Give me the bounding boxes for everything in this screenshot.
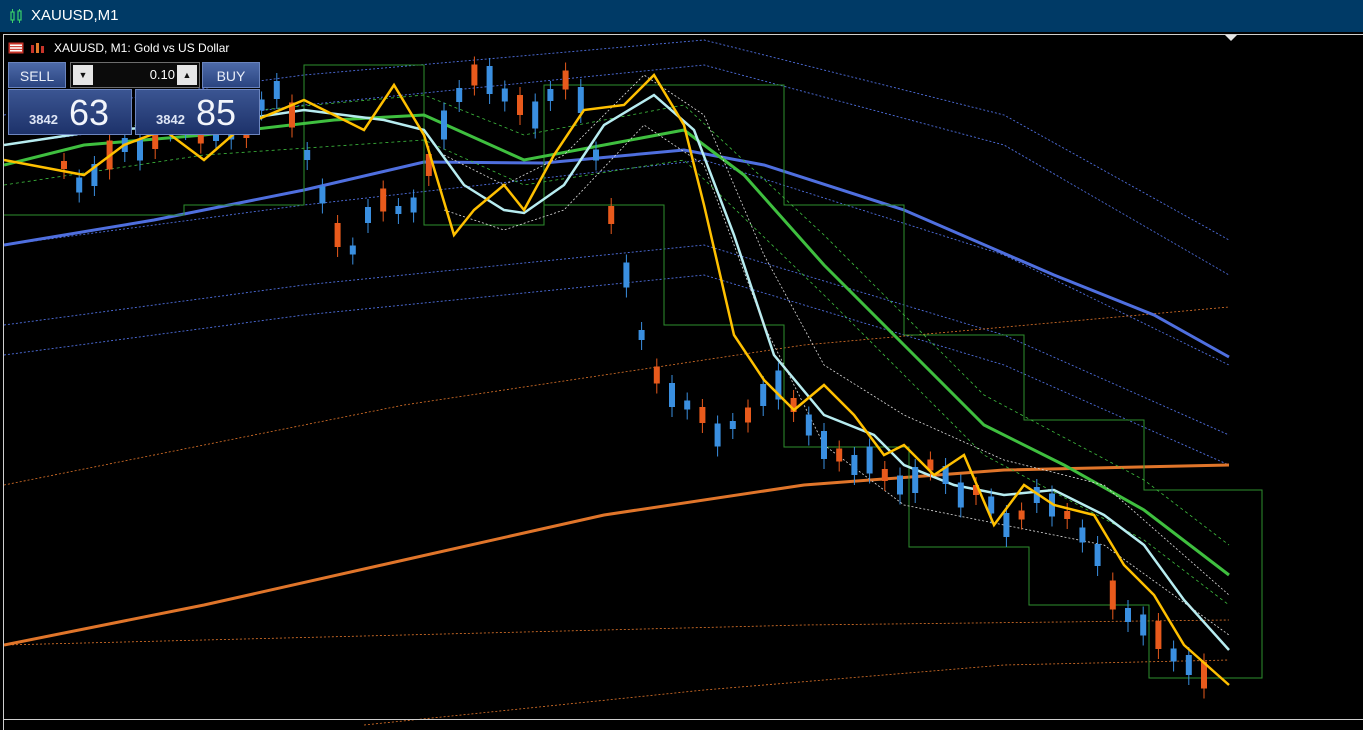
long-envelope-lower: [4, 619, 1230, 646]
chart-shift-marker[interactable]: [1225, 35, 1237, 41]
indicators-icon[interactable]: [30, 42, 46, 54]
long-envelope-upper: [4, 306, 1230, 486]
chart-symbol-label: XAUUSD, M1: Gold vs US Dollar: [54, 41, 230, 55]
sell-button[interactable]: SELL: [8, 62, 66, 88]
sell-price-prefix: 3842: [29, 112, 58, 127]
trend-envelope-line: [4, 244, 1230, 436]
long-envelope-lower2: [363, 659, 1230, 726]
fast-moving-average: [4, 72, 1230, 686]
sell-price-main: 63: [69, 92, 110, 133]
slow-envelope-upper: [4, 94, 1230, 546]
lot-decrease-button[interactable]: ▼: [73, 65, 93, 85]
one-click-trading-panel: SELL ▼ 0.10 ▲ BUY 3842 63 3842 85: [8, 62, 260, 136]
buy-button[interactable]: BUY: [202, 62, 260, 88]
window-titlebar: XAUUSD,M1: [0, 0, 1363, 32]
lot-increase-button[interactable]: ▲: [177, 65, 197, 85]
trend-moving-average: [4, 148, 1230, 359]
long-moving-average: [4, 463, 1230, 647]
price-chart[interactable]: XAUUSD, M1: Gold vs US Dollar SELL ▼ 0.1…: [3, 34, 1363, 730]
buy-price-main: 85: [196, 92, 237, 133]
lot-size-field[interactable]: ▼ 0.10 ▲: [70, 62, 200, 88]
chart-bottom-border: [4, 719, 1363, 720]
slow-moving-average: [4, 113, 1230, 577]
price-channel: [4, 64, 1263, 679]
chart-properties-icon[interactable]: [8, 42, 24, 54]
buy-price-prefix: 3842: [156, 112, 185, 127]
sell-price-button[interactable]: 3842 63: [8, 89, 132, 135]
candlestick-chart-icon: [10, 9, 22, 23]
trend-envelope-line: [4, 39, 1230, 241]
window-title: XAUUSD,M1: [31, 7, 119, 24]
slow-envelope-lower: [4, 139, 1230, 606]
chart-canvas[interactable]: [4, 35, 1363, 730]
trend-envelope-line: [4, 159, 1230, 366]
mid-envelope-lower: [443, 124, 1230, 636]
buy-price-button[interactable]: 3842 85: [135, 89, 260, 135]
mid-moving-average: [4, 93, 1230, 651]
chart-header: XAUUSD, M1: Gold vs US Dollar: [8, 40, 229, 56]
trend-envelope-line: [4, 274, 1230, 466]
lot-size-value[interactable]: 0.10: [149, 67, 175, 82]
